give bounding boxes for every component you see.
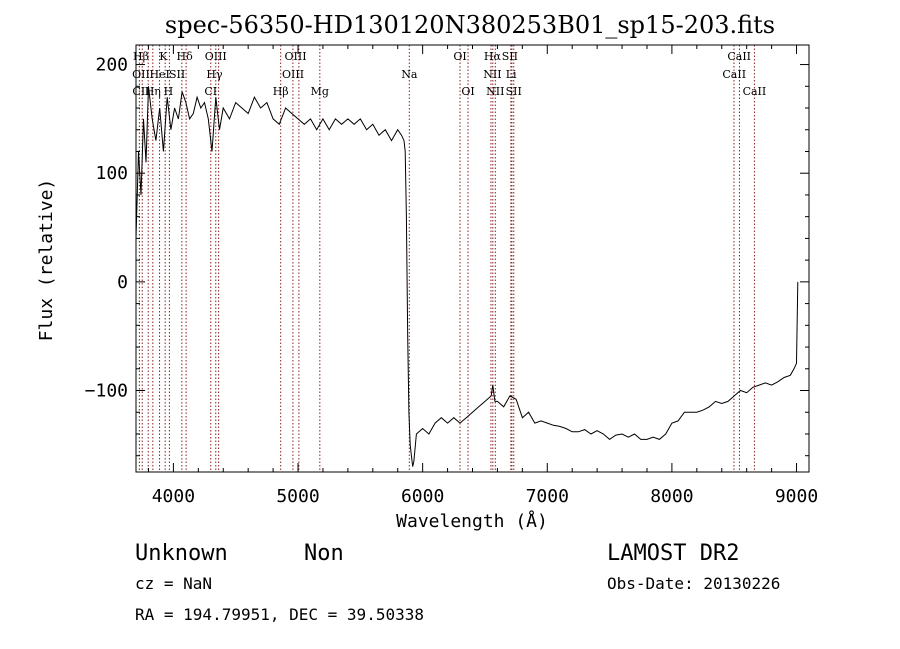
line-label: CaII bbox=[722, 68, 746, 81]
line-label: HeI bbox=[149, 68, 169, 81]
x-tick-label: 9000 bbox=[775, 486, 818, 507]
object-class: Unknown bbox=[135, 541, 228, 566]
redshift-cz: cz = NaN bbox=[135, 574, 212, 593]
survey-name: LAMOST DR2 bbox=[607, 541, 739, 566]
x-tick-label: 7000 bbox=[526, 486, 569, 507]
obs-date: Obs-Date: 20130226 bbox=[607, 574, 780, 593]
x-axis-ticks: 4000 5000 6000 7000 8000 9000 bbox=[147, 45, 818, 507]
object-subclass: Non bbox=[304, 541, 344, 566]
line-label: SII bbox=[502, 50, 518, 63]
line-label: OIII bbox=[284, 50, 306, 63]
line-label: CII bbox=[132, 85, 149, 98]
line-label: Hβ bbox=[133, 50, 149, 63]
line-label: CaII bbox=[727, 50, 751, 63]
line-label: CaII bbox=[743, 85, 767, 98]
chart-title: spec-56350-HD130120N380253B01_sp15-203.f… bbox=[165, 11, 775, 39]
line-label: Mg bbox=[311, 85, 329, 98]
x-tick-label: 5000 bbox=[276, 486, 319, 507]
line-label: OII bbox=[132, 68, 150, 81]
emission-line-markers bbox=[138, 45, 755, 472]
y-tick-label: 200 bbox=[95, 55, 128, 76]
spectrum-line bbox=[135, 86, 799, 467]
line-label: Hα bbox=[484, 50, 502, 63]
y-tick-label: 0 bbox=[117, 272, 128, 293]
y-axis-label: Flux (relative) bbox=[36, 179, 57, 342]
line-label: Hβ bbox=[273, 85, 289, 98]
line-label: Na bbox=[401, 68, 418, 81]
y-tick-label: 100 bbox=[95, 163, 128, 184]
line-label: Hη bbox=[145, 85, 161, 98]
line-label: H bbox=[164, 85, 174, 98]
coordinates: RA = 194.79951, DEC = 39.50338 bbox=[135, 605, 424, 624]
x-tick-label: 4000 bbox=[152, 486, 195, 507]
line-label: OI bbox=[453, 50, 466, 63]
line-label: SII bbox=[169, 68, 185, 81]
x-axis-label: Wavelength (Å) bbox=[396, 510, 548, 532]
line-label: OIII bbox=[205, 50, 227, 63]
y-axis-ticks: −100 0 100 200 bbox=[85, 55, 809, 457]
x-tick-label: 8000 bbox=[650, 486, 693, 507]
line-label: SII bbox=[506, 85, 522, 98]
line-label: NII bbox=[483, 68, 501, 81]
line-label: Hδ bbox=[176, 50, 193, 63]
line-label: NII bbox=[486, 85, 504, 98]
line-label: Li bbox=[506, 68, 517, 81]
line-label: Hγ bbox=[206, 68, 223, 81]
line-label: K bbox=[159, 50, 168, 63]
line-label: OIII bbox=[282, 68, 304, 81]
line-label: OI bbox=[461, 85, 474, 98]
y-tick-label: −100 bbox=[85, 381, 128, 402]
x-tick-label: 6000 bbox=[401, 486, 444, 507]
line-label: CI bbox=[204, 85, 217, 98]
